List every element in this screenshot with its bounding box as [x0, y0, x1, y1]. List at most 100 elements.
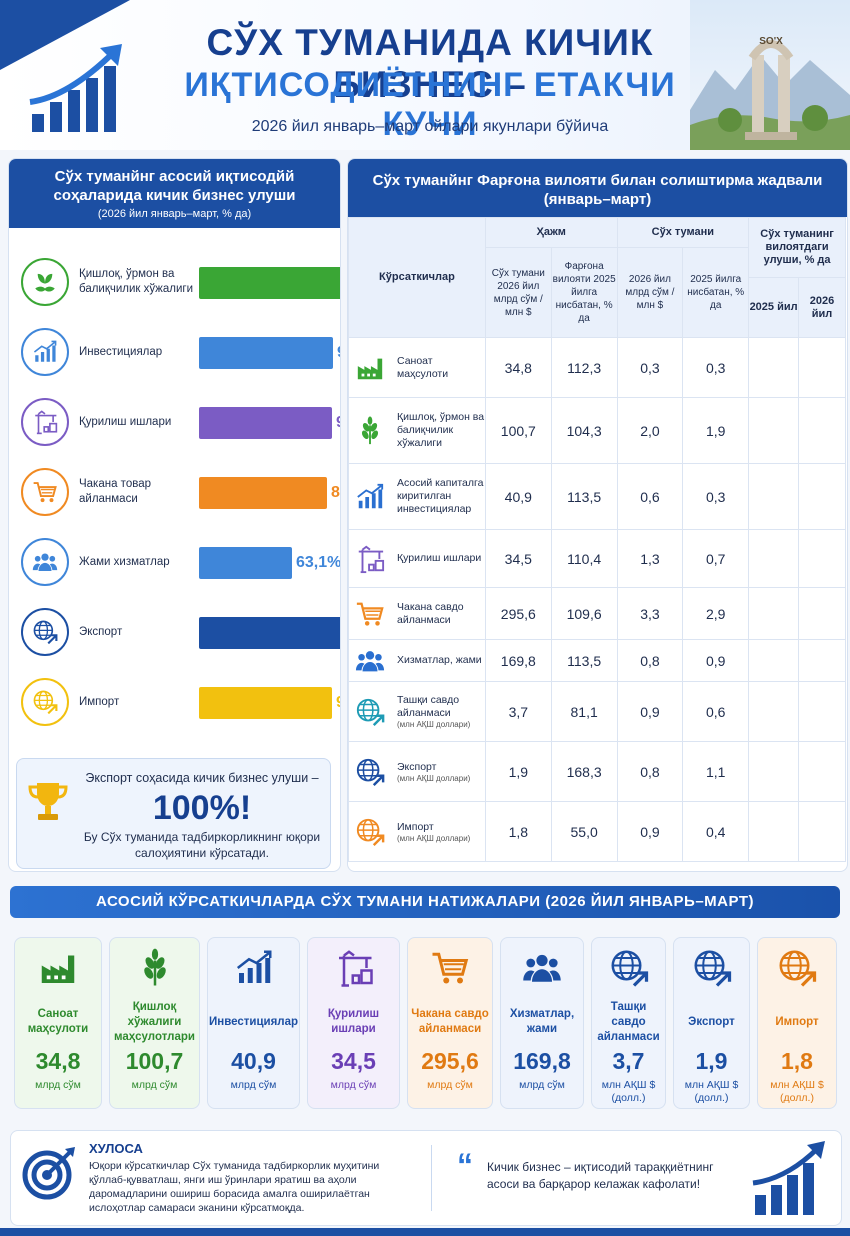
- cell-volume-region: 104,3: [550, 397, 618, 464]
- cell-share-2026: [798, 681, 846, 742]
- bar-category-icon: [21, 468, 69, 516]
- table-row: Хизматлар, жами 169,8 113,5 0,8 0,9: [348, 639, 846, 682]
- cell-share-2026: [798, 639, 846, 682]
- table-row: Қишлоқ, ўрмон ва балиқчилик хўжалиги 100,…: [348, 397, 846, 464]
- cell-district-2025: 0,4: [682, 801, 750, 862]
- cell-share-2026: [798, 741, 846, 802]
- globe-arrow-icon: [355, 817, 385, 847]
- table-row: Саноат маҳсулоти 34,8 112,3 0,3 0,3: [348, 337, 846, 398]
- table-row: Импорт (млн АҚШ доллари) 1,8 55,0 0,9 0,4: [348, 801, 846, 862]
- result-card: Инвестициялар 40,9 млрд сўм: [207, 937, 300, 1109]
- page-title-line1: СЎХ ТУМАНИДА КИЧИК БИЗНЕС –: [206, 22, 654, 105]
- bar-value-label: 86,5%: [331, 484, 340, 501]
- indicator-name: Ташқи савдо айланмаси: [397, 694, 460, 719]
- bar: [199, 267, 340, 299]
- col-dist-2026: 2026 йил млрд сўм / млн $: [616, 247, 684, 338]
- cell-volume-district: 169,8: [484, 639, 552, 682]
- cell-district-2026: 1,3: [616, 529, 684, 588]
- cell-share-2026: [798, 463, 846, 530]
- result-card-label: Саноат маҳсулоти: [27, 1008, 89, 1035]
- indicator-cell: Қурилиш ишлари: [348, 529, 486, 588]
- cell-volume-region: 113,5: [550, 639, 618, 682]
- agriculture-icon: [32, 269, 58, 295]
- bar-category-label: Импорт: [79, 695, 120, 708]
- result-card-unit: млн АҚШ $ (долл.): [684, 1079, 739, 1104]
- col-share-2026: 2026 йил: [798, 277, 846, 338]
- table-row: Чакана савдо айланмаси 295,6 109,6 3,3 2,9: [348, 587, 846, 640]
- conclusion-panel: ХУЛОСА Юқори кўрсаткичлар Сўх туманида т…: [10, 1130, 842, 1226]
- result-card-label: Импорт: [775, 1015, 819, 1028]
- result-card: Қурилиш ишлари 34,5 млрд сўм: [307, 937, 400, 1109]
- comparison-table: Кўрсаткичлар Ҳажм Сўх тумани Сўх туманин…: [348, 217, 846, 862]
- construction-icon: [355, 544, 385, 574]
- cell-district-2025: 2,9: [682, 587, 750, 640]
- result-card: Экспорт 1,9 млн АҚШ $ (долл.): [673, 937, 750, 1109]
- export-highlight-box: Экспорт соҳасида кичик бизнес улуши – 10…: [16, 758, 331, 869]
- indicator-unit: (млн АҚШ доллари): [397, 720, 471, 729]
- table-row: Ташқи савдо айланмаси (млн АҚШ доллари) 3,…: [348, 681, 846, 742]
- cell-volume-district: 295,6: [484, 587, 552, 640]
- cell-share-2026: [798, 397, 846, 464]
- cell-volume-district: 40,9: [484, 463, 552, 530]
- result-card-label: Экспорт: [688, 1015, 735, 1028]
- construction-icon: [334, 948, 374, 988]
- bar-category-label: Чакана товар айланмаси: [79, 478, 151, 505]
- bar: [199, 337, 333, 369]
- cart-icon: [430, 948, 470, 988]
- header: СЎХ ТУМАНИДА КИЧИК БИЗНЕС – ИҚТИСОДИЁТНИ…: [0, 0, 850, 150]
- indicator-cell: Асосий капиталга киритилган инвестицияла…: [348, 463, 486, 530]
- indicator-name: Қурилиш ишлари: [397, 552, 482, 564]
- result-card-value: 100,7: [125, 1048, 184, 1074]
- left-panel-title: Сўх туманйнг асосий иқтисодйй соҳаларида…: [53, 168, 296, 204]
- bar-value-label: 90,2%: [336, 687, 340, 719]
- cell-share-2025: [748, 801, 800, 862]
- cell-volume-region: 55,0: [550, 801, 618, 862]
- cell-district-2025: 1,1: [682, 741, 750, 802]
- cell-share-2026: [798, 529, 846, 588]
- cell-volume-district: 34,8: [484, 337, 552, 398]
- cell-volume-region: 109,6: [550, 587, 618, 640]
- small-business-share-panel: Сўх туманйнг асосий иқтисодйй соҳаларида…: [8, 158, 341, 872]
- growth-chart-icon: [29, 44, 122, 132]
- export-box-big-value: 100%!: [152, 789, 252, 827]
- indicator-name: Импорт: [397, 820, 434, 833]
- bar: [199, 407, 332, 439]
- cell-share-2025: [748, 639, 800, 682]
- indicator-cell: Ташқи савдо айланмаси (млн АҚШ доллари): [348, 681, 486, 742]
- bar-row: Қишлоқ, ўрмон ва балиқчилик хўжалиги98,2…: [9, 253, 340, 313]
- factory-icon: [355, 353, 385, 383]
- bar-category-label: Қурилиш ишлари: [79, 415, 172, 428]
- page-subtitle: 2026 йил январь–март ойлари якунлари бўй…: [251, 118, 609, 135]
- trophy-icon: [28, 783, 68, 820]
- cart-icon: [355, 599, 385, 629]
- col-vol-district: Сўх тумани 2026 йил млрд сўм / млн $: [484, 247, 552, 338]
- result-card-label: Қишлоқ хўжалиги маҳсулотлари: [114, 1000, 195, 1043]
- col-vol-region: Фарғона вилояти 2025 йилга нисбатан, % д…: [550, 247, 618, 338]
- result-card: Саноат маҳсулоти 34,8 млрд сўм: [14, 937, 102, 1109]
- bar-category-icon: [21, 678, 69, 726]
- bar: [199, 477, 327, 509]
- table-row: Қурилиш ишлари 34,5 110,4 1,3 0,7: [348, 529, 846, 588]
- growth-chart-icon: [752, 1141, 825, 1215]
- bar: [199, 547, 292, 579]
- indicator-name: Қишлоқ, ўрмон ва балиқчилик хўжалиги: [397, 411, 485, 449]
- cell-share-2025: [748, 741, 800, 802]
- bar-category-icon: [21, 538, 69, 586]
- people-icon: [355, 646, 385, 676]
- bar-value-label: 90,4%: [337, 337, 340, 369]
- result-card-value: 295,6: [421, 1048, 479, 1074]
- bar-row: Қурилиш ишлари 90,0%: [9, 393, 340, 453]
- result-card-unit: млрд сўм: [230, 1079, 277, 1091]
- result-card-unit: млрд сўм: [35, 1079, 81, 1091]
- bar-category-label: Жами хизматлар: [79, 555, 170, 568]
- cell-district-2026: 3,3: [616, 587, 684, 640]
- result-card: Чакана савдо айланмаси 295,6 млрд сўм: [407, 937, 493, 1109]
- cell-volume-region: 113,5: [550, 463, 618, 530]
- quote-icon: “: [457, 1147, 473, 1183]
- table-row: Экспорт (млн АҚШ доллари) 1,9 168,3 0,8 1,1: [348, 741, 846, 802]
- cell-share-2025: [748, 529, 800, 588]
- result-card-value: 34,5: [331, 1048, 376, 1074]
- result-card-value: 3,7: [612, 1048, 645, 1074]
- col-group-district: Сўх тумани: [616, 217, 750, 248]
- cell-volume-region: 168,3: [550, 741, 618, 802]
